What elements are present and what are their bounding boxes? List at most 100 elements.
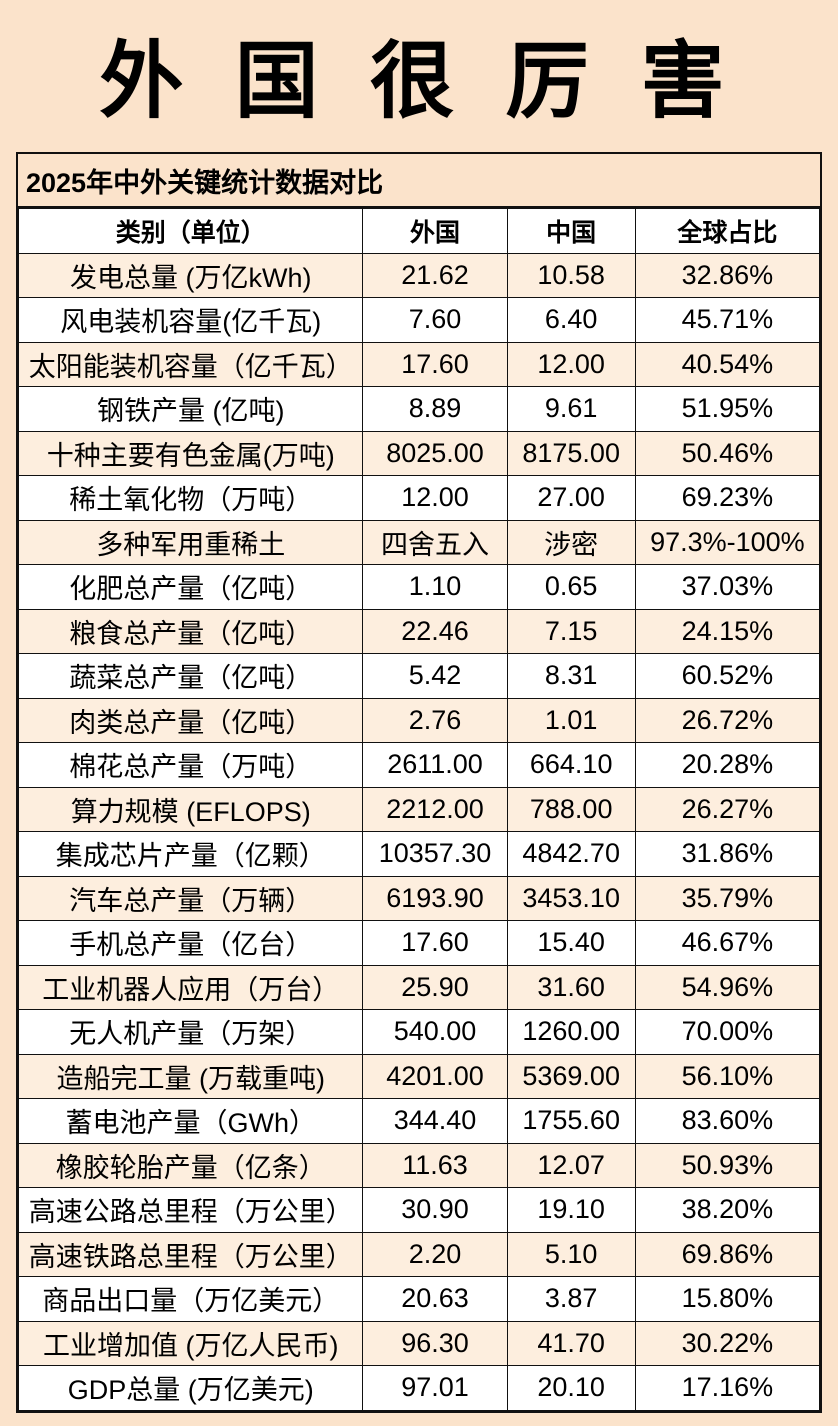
header-cell-3: 全球占比 bbox=[634, 208, 821, 254]
value-cell: 7.60 bbox=[362, 297, 508, 343]
value-cell: 97.3%-100% bbox=[634, 519, 821, 565]
table-row: 多种军用重稀土 四舍五入 涉密 97.3%-100% bbox=[17, 519, 821, 565]
value-cell: 17.16% bbox=[634, 1365, 821, 1411]
value-cell: 83.60% bbox=[634, 1098, 821, 1144]
value-cell: 15.40 bbox=[506, 920, 636, 966]
category-cell: 太阳能装机容量（亿千瓦） bbox=[17, 341, 364, 387]
value-cell: 30.22% bbox=[634, 1320, 821, 1366]
value-cell: 60.52% bbox=[634, 653, 821, 699]
category-cell: 无人机产量（万架） bbox=[17, 1009, 364, 1055]
value-cell: 664.10 bbox=[506, 742, 636, 788]
value-cell: 2611.00 bbox=[362, 742, 508, 788]
value-cell: 20.63 bbox=[362, 1276, 508, 1322]
value-cell: 3453.10 bbox=[506, 875, 636, 921]
value-cell: 5.10 bbox=[506, 1231, 636, 1277]
table-body: 发电总量 (万亿kWh) 21.62 10.58 32.86% 风电装机容量(亿千瓦) 7… bbox=[17, 252, 821, 1411]
value-cell: 11.63 bbox=[362, 1142, 508, 1188]
value-cell: 46.67% bbox=[634, 920, 821, 966]
value-cell: 1260.00 bbox=[506, 1009, 636, 1055]
value-cell: 344.40 bbox=[362, 1098, 508, 1144]
table-row: 蓄电池产量（GWh） 344.40 1755.60 83.60% bbox=[17, 1098, 821, 1144]
value-cell: 540.00 bbox=[362, 1009, 508, 1055]
category-cell: 蔬菜总产量（亿吨） bbox=[17, 653, 364, 699]
stats-table: 类别（单位） 外国 中国 全球占比 发电总量 (万亿kWh) 21.62 10.58 32.… bbox=[17, 208, 821, 1411]
value-cell: 1.01 bbox=[506, 697, 636, 743]
table-row: 工业增加值 (万亿人民币) 96.30 41.70 30.22% bbox=[17, 1320, 821, 1366]
value-cell: 2212.00 bbox=[362, 786, 508, 832]
value-cell: 26.72% bbox=[634, 697, 821, 743]
value-cell: 26.27% bbox=[634, 786, 821, 832]
value-cell: 54.96% bbox=[634, 964, 821, 1010]
value-cell: 31.86% bbox=[634, 831, 821, 877]
table-row: 商品出口量（万亿美元） 20.63 3.87 15.80% bbox=[17, 1276, 821, 1322]
table-row: 算力规模 (EFLOPS) 2212.00 788.00 26.27% bbox=[17, 786, 821, 832]
table-row: 蔬菜总产量（亿吨） 5.42 8.31 60.52% bbox=[17, 653, 821, 699]
page-title: 外 国 很 厉 害 bbox=[99, 33, 739, 128]
category-cell: 造船完工量 (万载重吨) bbox=[17, 1053, 364, 1099]
table-row: 棉花总产量（万吨） 2611.00 664.10 20.28% bbox=[17, 742, 821, 788]
value-cell: 8.31 bbox=[506, 653, 636, 699]
value-cell: 97.01 bbox=[362, 1365, 508, 1411]
table-row: 高速铁路总里程（万公里） 2.20 5.10 69.86% bbox=[17, 1231, 821, 1277]
table-row: 粮食总产量（亿吨） 22.46 7.15 24.15% bbox=[17, 608, 821, 654]
table-row: 肉类总产量（亿吨） 2.76 1.01 26.72% bbox=[17, 697, 821, 743]
value-cell: 20.10 bbox=[506, 1365, 636, 1411]
value-cell: 2.20 bbox=[362, 1231, 508, 1277]
value-cell: 9.61 bbox=[506, 386, 636, 432]
value-cell: 8.89 bbox=[362, 386, 508, 432]
value-cell: 21.62 bbox=[362, 252, 508, 298]
category-cell: 商品出口量（万亿美元） bbox=[17, 1276, 364, 1322]
table-frame: 2025年中外关键统计数据对比 类别（单位） 外国 中国 全球占比 发电总量 (万亿k… bbox=[16, 152, 822, 1413]
header-cell-2: 中国 bbox=[506, 208, 636, 254]
table-row: 发电总量 (万亿kWh) 21.62 10.58 32.86% bbox=[17, 252, 821, 298]
value-cell: 15.80% bbox=[634, 1276, 821, 1322]
value-cell: 27.00 bbox=[506, 475, 636, 521]
value-cell: 50.93% bbox=[634, 1142, 821, 1188]
table-row: 集成芯片产量（亿颗） 10357.30 4842.70 31.86% bbox=[17, 831, 821, 877]
value-cell: 6.40 bbox=[506, 297, 636, 343]
value-cell: 5369.00 bbox=[506, 1053, 636, 1099]
table-row: 汽车总产量（万辆） 6193.90 3453.10 35.79% bbox=[17, 875, 821, 921]
category-cell: 十种主要有色金属(万吨) bbox=[17, 430, 364, 476]
value-cell: 37.03% bbox=[634, 564, 821, 610]
category-cell: 高速公路总里程（万公里） bbox=[17, 1187, 364, 1233]
value-cell: 5.42 bbox=[362, 653, 508, 699]
value-cell: 40.54% bbox=[634, 341, 821, 387]
table-row: 工业机器人应用（万台） 25.90 31.60 54.96% bbox=[17, 964, 821, 1010]
value-cell: 7.15 bbox=[506, 608, 636, 654]
value-cell: 8175.00 bbox=[506, 430, 636, 476]
value-cell: 4201.00 bbox=[362, 1053, 508, 1099]
value-cell: 1.10 bbox=[362, 564, 508, 610]
table-row: 橡胶轮胎产量（亿条） 11.63 12.07 50.93% bbox=[17, 1142, 821, 1188]
table-row: 太阳能装机容量（亿千瓦） 17.60 12.00 40.54% bbox=[17, 341, 821, 387]
table-row: 十种主要有色金属(万吨) 8025.00 8175.00 50.46% bbox=[17, 430, 821, 476]
value-cell: 3.87 bbox=[506, 1276, 636, 1322]
table-row: GDP总量 (万亿美元) 97.01 20.10 17.16% bbox=[17, 1365, 821, 1411]
table-row: 手机总产量（亿台） 17.60 15.40 46.67% bbox=[17, 920, 821, 966]
category-cell: 工业增加值 (万亿人民币) bbox=[17, 1320, 364, 1366]
value-cell: 12.00 bbox=[362, 475, 508, 521]
category-cell: 汽车总产量（万辆） bbox=[17, 875, 364, 921]
category-cell: 高速铁路总里程（万公里） bbox=[17, 1231, 364, 1277]
value-cell: 17.60 bbox=[362, 341, 508, 387]
value-cell: 56.10% bbox=[634, 1053, 821, 1099]
header-cell-1: 外国 bbox=[362, 208, 508, 254]
value-cell: 41.70 bbox=[506, 1320, 636, 1366]
table-row: 化肥总产量（亿吨） 1.10 0.65 37.03% bbox=[17, 564, 821, 610]
value-cell: 12.00 bbox=[506, 341, 636, 387]
category-cell: 多种军用重稀土 bbox=[17, 519, 364, 565]
value-cell: 45.71% bbox=[634, 297, 821, 343]
value-cell: 70.00% bbox=[634, 1009, 821, 1055]
value-cell: 30.90 bbox=[362, 1187, 508, 1233]
category-cell: GDP总量 (万亿美元) bbox=[17, 1365, 364, 1411]
category-cell: 风电装机容量(亿千瓦) bbox=[17, 297, 364, 343]
value-cell: 四舍五入 bbox=[362, 519, 508, 565]
category-cell: 化肥总产量（亿吨） bbox=[17, 564, 364, 610]
table-row: 钢铁产量 (亿吨) 8.89 9.61 51.95% bbox=[17, 386, 821, 432]
value-cell: 69.86% bbox=[634, 1231, 821, 1277]
value-cell: 10.58 bbox=[506, 252, 636, 298]
category-cell: 算力规模 (EFLOPS) bbox=[17, 786, 364, 832]
value-cell: 31.60 bbox=[506, 964, 636, 1010]
category-cell: 发电总量 (万亿kWh) bbox=[17, 252, 364, 298]
category-cell: 工业机器人应用（万台） bbox=[17, 964, 364, 1010]
